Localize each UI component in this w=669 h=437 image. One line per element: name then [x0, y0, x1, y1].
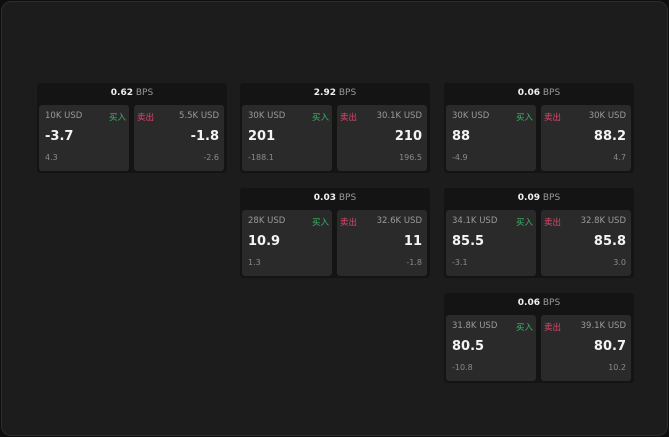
sell-cell[interactable]: 卖出 30.1K USD 210 196.5	[337, 105, 427, 171]
buy-price: 85.5	[452, 234, 485, 249]
spread-unit: BPS	[542, 193, 561, 203]
sell-size: 32.8K USD	[580, 216, 626, 226]
buy-price: 88	[452, 129, 471, 144]
buy-label: 买入	[108, 113, 126, 123]
sell-cell[interactable]: 卖出 30K USD 88.2 4.7	[541, 105, 631, 171]
buy-change: 4.3	[45, 153, 58, 162]
spread-header: 0.03 BPS	[240, 188, 430, 209]
sell-price: 88.2	[593, 129, 626, 144]
quote-card: 0.62 BPS 10K USD 买入 -3.7 4.3 卖出 5.5K USD…	[37, 83, 227, 173]
sell-label: 卖出	[544, 113, 562, 123]
quote-card: 2.92 BPS 30K USD 买入 201 -188.1 卖出 30.1K …	[240, 83, 430, 173]
spread-unit: BPS	[542, 88, 561, 98]
sell-size: 32.6K USD	[376, 216, 422, 226]
buy-label: 买入	[515, 323, 533, 333]
spread-header: 0.06 BPS	[444, 83, 634, 104]
sell-size: 5.5K USD	[179, 111, 219, 121]
buy-cell[interactable]: 31.8K USD 买入 80.5 -10.8	[446, 315, 536, 381]
sell-price: 85.8	[593, 234, 626, 249]
sell-change: -1.8	[406, 258, 422, 267]
sell-cell[interactable]: 卖出 5.5K USD -1.8 -2.6	[134, 105, 224, 171]
buy-cell[interactable]: 10K USD 买入 -3.7 4.3	[39, 105, 129, 171]
buy-cell[interactable]: 28K USD 买入 10.9 1.3	[242, 210, 332, 276]
sell-cell[interactable]: 卖出 39.1K USD 80.7 10.2	[541, 315, 631, 381]
buy-price: 80.5	[452, 339, 485, 354]
spread-unit: BPS	[338, 88, 357, 98]
quote-card: 0.03 BPS 28K USD 买入 10.9 1.3 卖出 32.6K US…	[240, 188, 430, 278]
spread-unit: BPS	[338, 193, 357, 203]
buy-change: -4.9	[452, 153, 468, 162]
sell-price: 11	[403, 234, 422, 249]
sell-label: 卖出	[340, 218, 358, 228]
sell-label: 卖出	[544, 323, 562, 333]
spread-value: 0.06	[517, 298, 540, 308]
buy-size: 31.8K USD	[452, 321, 498, 331]
sell-change: 3.0	[613, 258, 626, 267]
sell-change: 4.7	[613, 153, 626, 162]
buy-change: -188.1	[248, 153, 274, 162]
spread-value: 0.03	[313, 193, 336, 203]
spread-header: 0.62 BPS	[37, 83, 227, 104]
sell-cell[interactable]: 卖出 32.8K USD 85.8 3.0	[541, 210, 631, 276]
buy-cell[interactable]: 34.1K USD 买入 85.5 -3.1	[446, 210, 536, 276]
sell-change: 196.5	[399, 153, 422, 162]
sell-size: 30K USD	[588, 111, 626, 121]
buy-label: 买入	[311, 113, 329, 123]
spread-header: 0.09 BPS	[444, 188, 634, 209]
sell-size: 39.1K USD	[580, 321, 626, 331]
buy-change: 1.3	[248, 258, 261, 267]
spread-value: 2.92	[313, 88, 336, 98]
quote-card: 0.09 BPS 34.1K USD 买入 85.5 -3.1 卖出 32.8K…	[444, 188, 634, 278]
buy-label: 买入	[311, 218, 329, 228]
buy-change: -10.8	[452, 363, 473, 372]
sell-price: -1.8	[190, 129, 219, 144]
buy-size: 10K USD	[45, 111, 83, 121]
buy-change: -3.1	[452, 258, 468, 267]
sell-size: 30.1K USD	[376, 111, 422, 121]
buy-size: 30K USD	[248, 111, 286, 121]
sell-label: 卖出	[544, 218, 562, 228]
sell-label: 卖出	[137, 113, 155, 123]
sell-cell[interactable]: 卖出 32.6K USD 11 -1.8	[337, 210, 427, 276]
buy-label: 买入	[515, 113, 533, 123]
buy-price: -3.7	[45, 129, 74, 144]
buy-size: 30K USD	[452, 111, 490, 121]
spread-value: 0.62	[110, 88, 133, 98]
sell-price: 210	[394, 129, 422, 144]
buy-size: 34.1K USD	[452, 216, 498, 226]
sell-change: -2.6	[203, 153, 219, 162]
sell-price: 80.7	[593, 339, 626, 354]
sell-change: 10.2	[608, 363, 626, 372]
buy-price: 201	[248, 129, 276, 144]
buy-size: 28K USD	[248, 216, 286, 226]
buy-cell[interactable]: 30K USD 买入 201 -188.1	[242, 105, 332, 171]
sell-label: 卖出	[340, 113, 358, 123]
spread-header: 0.06 BPS	[444, 293, 634, 314]
buy-cell[interactable]: 30K USD 买入 88 -4.9	[446, 105, 536, 171]
quote-card: 0.06 BPS 30K USD 买入 88 -4.9 卖出 30K USD 8…	[444, 83, 634, 173]
buy-label: 买入	[515, 218, 533, 228]
spread-unit: BPS	[135, 88, 154, 98]
spread-value: 0.09	[517, 193, 540, 203]
quote-card: 0.06 BPS 31.8K USD 买入 80.5 -10.8 卖出 39.1…	[444, 293, 634, 383]
spread-header: 2.92 BPS	[240, 83, 430, 104]
spread-value: 0.06	[517, 88, 540, 98]
buy-price: 10.9	[248, 234, 281, 249]
spread-unit: BPS	[542, 298, 561, 308]
